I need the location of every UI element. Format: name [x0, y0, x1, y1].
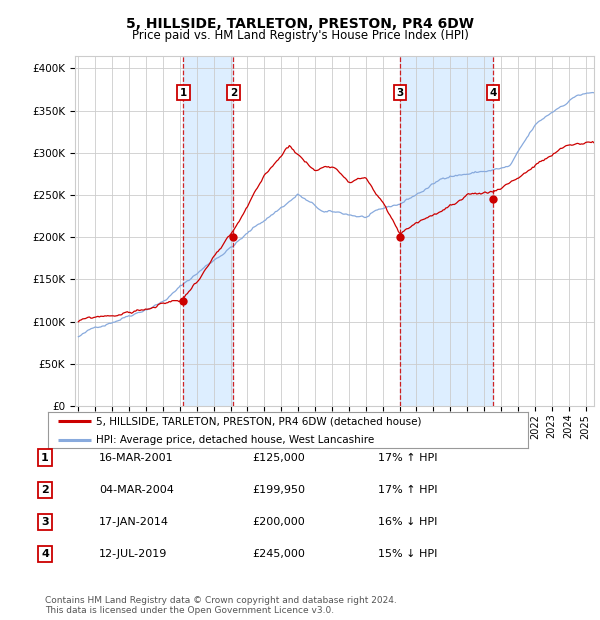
Text: 4: 4: [490, 87, 497, 97]
Text: 1: 1: [41, 453, 49, 463]
Text: 5, HILLSIDE, TARLETON, PRESTON, PR4 6DW (detached house): 5, HILLSIDE, TARLETON, PRESTON, PR4 6DW …: [96, 417, 421, 427]
Text: 3: 3: [397, 87, 404, 97]
Bar: [184, 56, 233, 406]
Text: £200,000: £200,000: [252, 517, 305, 527]
Text: 2: 2: [230, 87, 237, 97]
Text: 16-MAR-2001: 16-MAR-2001: [99, 453, 173, 463]
Text: 17% ↑ HPI: 17% ↑ HPI: [378, 485, 437, 495]
Bar: [400, 56, 493, 406]
Text: 17% ↑ HPI: 17% ↑ HPI: [378, 453, 437, 463]
Text: HPI: Average price, detached house, West Lancashire: HPI: Average price, detached house, West…: [96, 435, 374, 445]
Text: 4: 4: [41, 549, 49, 559]
Text: 5, HILLSIDE, TARLETON, PRESTON, PR4 6DW: 5, HILLSIDE, TARLETON, PRESTON, PR4 6DW: [126, 17, 474, 30]
Text: 1: 1: [180, 87, 187, 97]
Text: 12-JUL-2019: 12-JUL-2019: [99, 549, 167, 559]
Text: Contains HM Land Registry data © Crown copyright and database right 2024.
This d: Contains HM Land Registry data © Crown c…: [45, 596, 397, 615]
Text: 17-JAN-2014: 17-JAN-2014: [99, 517, 169, 527]
Text: 3: 3: [41, 517, 49, 527]
Text: 15% ↓ HPI: 15% ↓ HPI: [378, 549, 437, 559]
Text: 04-MAR-2004: 04-MAR-2004: [99, 485, 174, 495]
Text: Price paid vs. HM Land Registry's House Price Index (HPI): Price paid vs. HM Land Registry's House …: [131, 30, 469, 42]
Text: 2: 2: [41, 485, 49, 495]
Text: £245,000: £245,000: [252, 549, 305, 559]
Text: £125,000: £125,000: [252, 453, 305, 463]
Text: £199,950: £199,950: [252, 485, 305, 495]
Text: 16% ↓ HPI: 16% ↓ HPI: [378, 517, 437, 527]
